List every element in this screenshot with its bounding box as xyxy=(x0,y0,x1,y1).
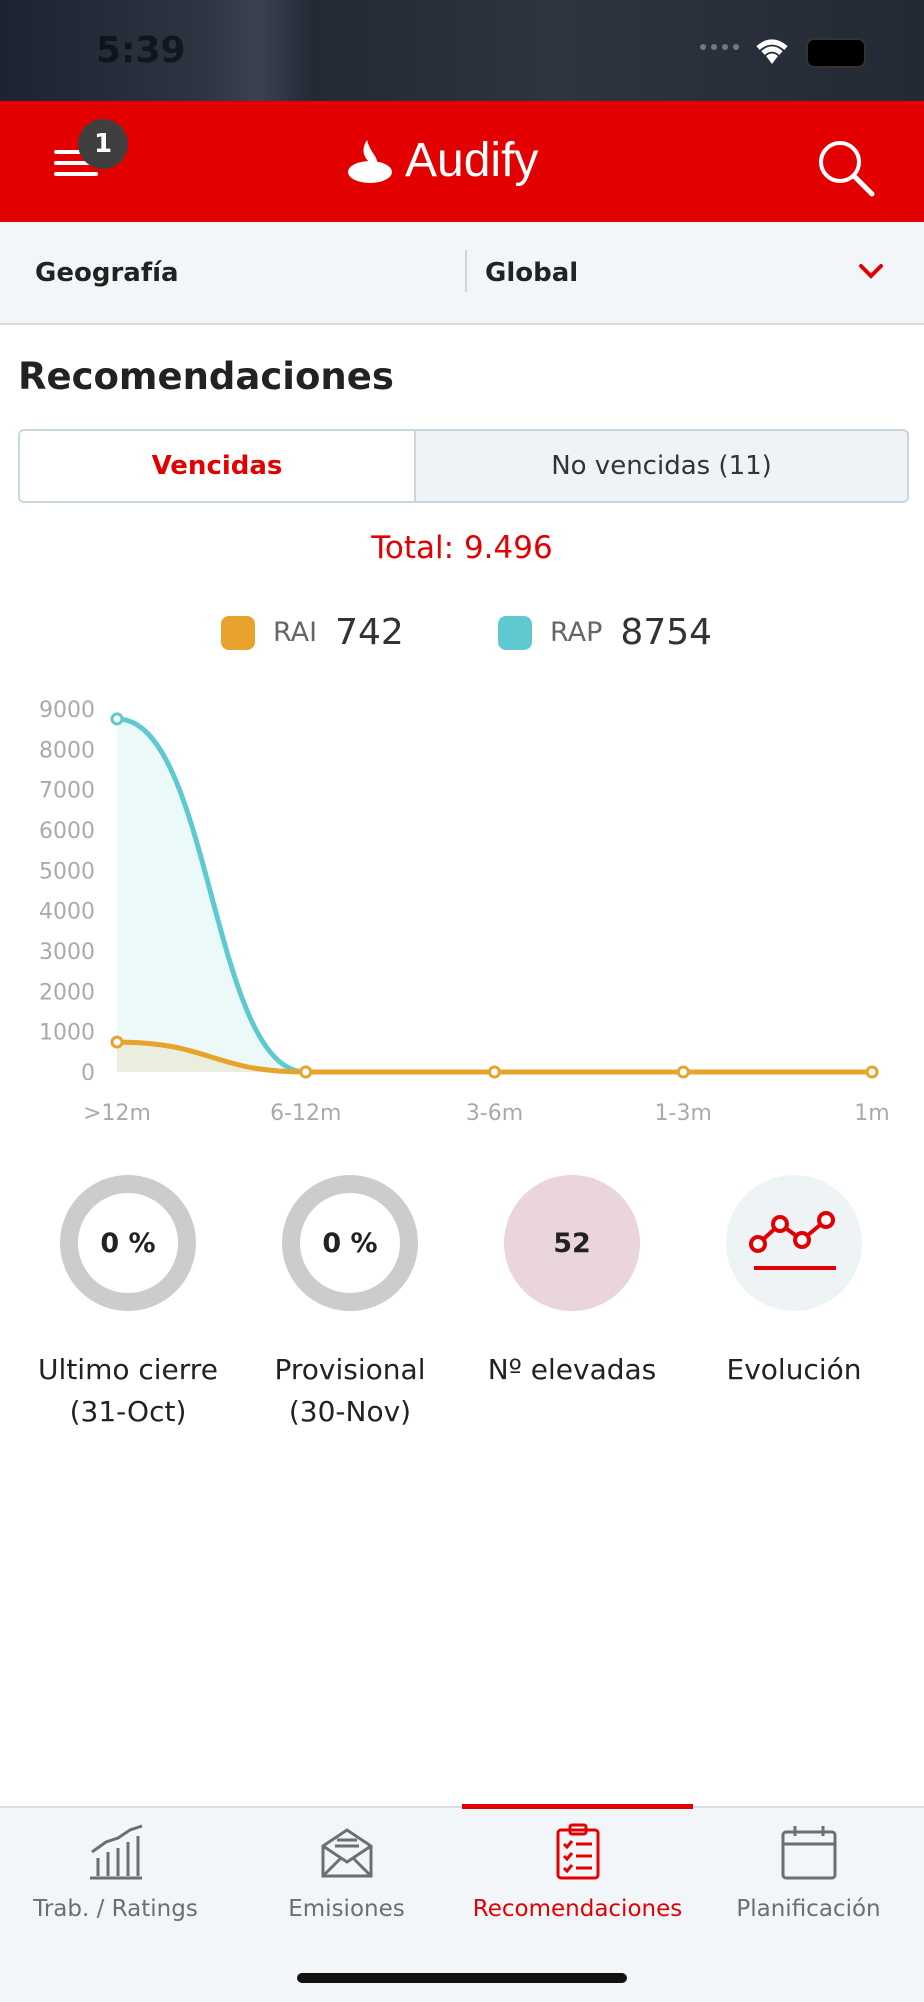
metric-label: Evolución xyxy=(684,1349,904,1391)
filter-divider xyxy=(465,250,467,292)
nav-label: Trab. / Ratings xyxy=(33,1896,198,1922)
app-logo: Audify xyxy=(345,133,538,188)
total-count: Total: 9.496 xyxy=(371,530,553,566)
search-icon[interactable] xyxy=(814,136,878,200)
cellular-signal-icon xyxy=(700,44,739,50)
tab-no-vencidas[interactable]: No vencidas (11) xyxy=(551,451,772,481)
bottom-navigation xyxy=(0,1806,924,2002)
metric-label-line2: (30-Nov) xyxy=(288,1395,412,1428)
elevadas-count: 52 xyxy=(504,1175,640,1311)
page-title: Recomendaciones xyxy=(18,355,394,398)
metric-evolucion[interactable]: Evolución xyxy=(684,1175,904,1391)
legend-value: 8754 xyxy=(620,612,713,653)
data-point-rai xyxy=(488,1065,501,1079)
recommendations-chart: 0 1000 2000 3000 4000 5000 6000 7000 8000 9000 >12… xyxy=(39,698,890,1126)
data-point-rai xyxy=(110,1035,124,1049)
santander-flame-icon xyxy=(348,139,392,183)
filter-label: Geografía xyxy=(35,258,179,288)
nav-trab-ratings[interactable]: Trab. / Ratings xyxy=(0,1806,231,1956)
metric-label: Nº elevadas xyxy=(462,1349,682,1391)
nav-planificacion[interactable]: Planificación xyxy=(693,1806,924,1956)
status-time: 5:39 xyxy=(96,30,186,71)
geography-select[interactable]: Global xyxy=(485,258,579,288)
y-tick-label: 0 xyxy=(81,1061,95,1086)
x-tick-label: 1-3m xyxy=(655,1101,712,1126)
y-tick-label: 3000 xyxy=(39,940,95,965)
y-tick-label: 8000 xyxy=(39,738,95,763)
notification-badge: 1 xyxy=(78,119,128,169)
metric-label-line1: Nº elevadas xyxy=(487,1353,657,1386)
hamburger-menu-icon[interactable] xyxy=(54,150,98,180)
data-point-rai xyxy=(676,1065,690,1079)
x-tick-label: 1m xyxy=(854,1101,889,1126)
data-point-rai xyxy=(299,1065,313,1079)
status-segmented-control: Vencidas No vencidas (11) xyxy=(18,429,909,503)
y-tick-label: 2000 xyxy=(39,980,95,1005)
app-name: Audify xyxy=(405,134,539,187)
legend-name: RAI xyxy=(273,617,318,648)
data-point-rap xyxy=(110,712,124,726)
nav-label: Recomendaciones xyxy=(472,1896,683,1922)
percent-ring: 0 % xyxy=(60,1175,196,1311)
status-bar: 5:39 xyxy=(0,0,924,101)
y-tick-label: 9000 xyxy=(39,698,95,723)
metric-label-line1: Ultimo cierre xyxy=(38,1353,218,1386)
metric-label-line1: Evolución xyxy=(726,1353,862,1386)
legend-swatch-rai xyxy=(221,615,255,650)
nav-label: Emisiones xyxy=(288,1896,405,1922)
metric-label-line1: Provisional xyxy=(274,1353,426,1386)
metric-label: Ultimo cierre (31-Oct) xyxy=(18,1349,238,1433)
chevron-down-icon[interactable] xyxy=(858,262,884,280)
tab-vencidas[interactable]: Vencidas xyxy=(20,431,416,501)
bar-chart-icon xyxy=(89,1824,142,1880)
y-tick-label: 4000 xyxy=(39,900,95,925)
legend-item-rap: RAP 8754 xyxy=(498,612,712,653)
trend-line-icon xyxy=(749,1211,836,1270)
home-indicator xyxy=(297,1973,627,1983)
percent-ring: 0 % xyxy=(282,1175,418,1311)
calendar-icon xyxy=(781,1826,836,1880)
evolution-button[interactable] xyxy=(726,1175,862,1311)
envelope-icon xyxy=(321,1828,372,1878)
nav-recomendaciones[interactable]: Recomendaciones xyxy=(462,1806,693,1956)
legend-item-rai: RAI 742 xyxy=(221,612,404,653)
metric-label-line2: (31-Oct) xyxy=(69,1395,187,1428)
app-header xyxy=(0,101,924,222)
metric-provisional[interactable]: 0 % Provisional (30-Nov) xyxy=(240,1175,460,1433)
legend-value: 742 xyxy=(335,612,404,653)
y-tick-label: 1000 xyxy=(39,1021,95,1046)
battery-icon xyxy=(806,38,866,68)
y-tick-label: 6000 xyxy=(39,819,95,844)
x-tick-label: >12m xyxy=(83,1101,151,1126)
metric-elevadas[interactable]: 52 Nº elevadas xyxy=(462,1175,682,1391)
geography-filter-bar xyxy=(0,222,924,325)
clipboard-checklist-icon xyxy=(556,1823,599,1880)
metric-ultimo-cierre[interactable]: 0 % Ultimo cierre (31-Oct) xyxy=(18,1175,238,1433)
nav-label: Planificación xyxy=(736,1896,881,1922)
area-rap xyxy=(117,718,872,1072)
data-point-rai xyxy=(865,1065,879,1079)
legend-swatch-rap xyxy=(498,615,532,650)
y-tick-label: 5000 xyxy=(39,859,95,884)
wifi-icon xyxy=(756,39,788,64)
active-tab-indicator xyxy=(462,1804,693,1809)
area-rai xyxy=(117,1042,872,1072)
x-tick-label: 3-6m xyxy=(466,1101,523,1126)
y-tick-label: 7000 xyxy=(39,779,95,804)
nav-emisiones[interactable]: Emisiones xyxy=(231,1806,462,1956)
x-tick-label: 6-12m xyxy=(270,1101,341,1126)
legend-name: RAP xyxy=(550,617,603,648)
metric-label: Provisional (30-Nov) xyxy=(240,1349,460,1433)
